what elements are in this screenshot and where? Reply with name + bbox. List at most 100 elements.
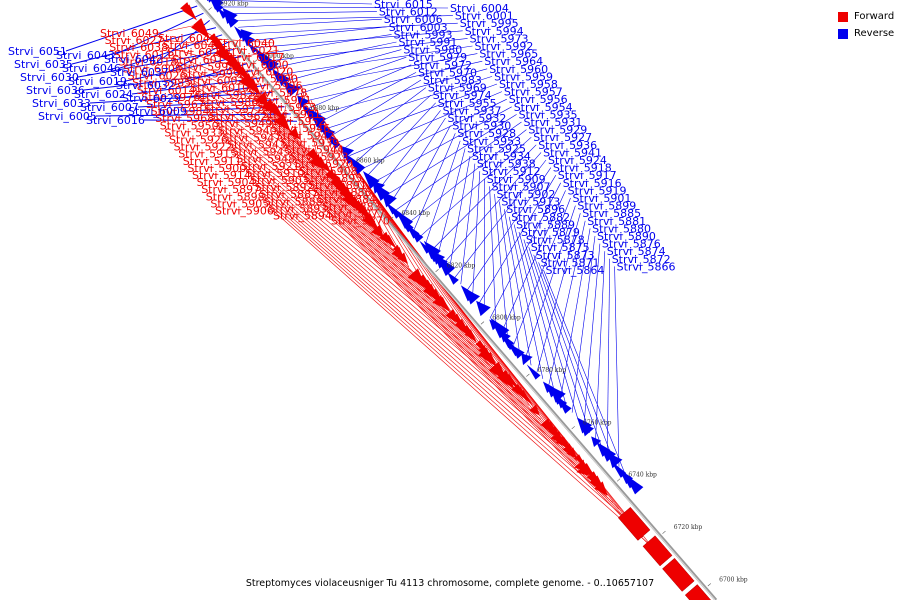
reverse-feature	[275, 71, 290, 87]
reverse-leader	[77, 48, 235, 78]
reverse-feature	[341, 151, 354, 164]
reverse-gene-label: Strvi_5956	[509, 93, 568, 106]
reverse-leader	[243, 22, 458, 35]
reverse-gene-label: Strvi_5993	[394, 28, 453, 41]
reverse-leader	[425, 140, 461, 244]
forward-gene-label: Strvi_6002	[186, 75, 245, 88]
forward-gene-label: Strvi_5943	[227, 139, 286, 152]
scale-tick-mark	[389, 216, 394, 220]
reverse-gene-label: Strvi_6005	[38, 110, 97, 123]
forward-gene-label: Strvi_5948	[236, 153, 295, 166]
reverse-leader	[384, 114, 517, 197]
reverse-gene-label: Strvi_5983	[423, 74, 482, 87]
forward-leader	[312, 186, 584, 468]
reverse-leader	[366, 102, 436, 177]
reverse-gene-label: Strvi_6016	[86, 114, 145, 127]
forward-gene-label: Strvi_5905	[210, 197, 269, 210]
reverse-leader	[504, 209, 532, 366]
forward-leader	[208, 110, 398, 254]
reverse-leader	[261, 34, 392, 55]
reverse-gene-label: Strvi_5931	[524, 116, 583, 129]
reverse-gene-label: Strvi_5934	[472, 150, 531, 163]
forward-gene-label: Strvi_6025	[167, 46, 226, 59]
reverse-feature	[211, 0, 224, 13]
reverse-leader	[442, 152, 542, 265]
reverse-leader	[337, 83, 498, 143]
reverse-gene-label: Strvi_6030	[20, 71, 79, 84]
forward-gene-label: Strvi_6049	[100, 27, 159, 40]
reverse-leader	[407, 129, 527, 224]
reverse-leader	[325, 76, 493, 129]
reverse-gene-label: Strvi_5879	[521, 226, 580, 239]
forward-leader	[228, 49, 279, 60]
reverse-gene-label: Strvi_5970	[418, 66, 477, 79]
forward-gene-label: Strvi_5990	[239, 73, 298, 86]
reverse-leader	[606, 258, 610, 454]
forward-gene-label: Strvi_5952	[267, 115, 326, 128]
reverse-gene-label: Strvi_6042	[104, 53, 163, 66]
reverse-gene-label: Strvi_5995	[460, 17, 519, 30]
forward-gene-label: Strvi_6008	[123, 63, 182, 76]
reverse-feature	[327, 135, 340, 149]
reverse-feature	[465, 289, 481, 305]
reverse-leader	[238, 18, 382, 28]
reverse-feature	[423, 240, 441, 260]
reverse-gene-label: Strvi_5969	[428, 82, 487, 95]
reverse-gene-label: Strvi_5882	[511, 211, 570, 224]
forward-gene-label: Strvi_6010	[190, 82, 249, 95]
forward-gene-label: Strvi_5887	[259, 188, 318, 201]
reverse-feature	[248, 43, 258, 54]
forward-leader	[305, 92, 338, 184]
forward-gene-label: Strvi_5940	[218, 124, 277, 137]
reverse-gene-label: Strvi_5875	[531, 241, 590, 254]
reverse-leader	[232, 15, 453, 21]
forward-gene-label: Strvi_6041	[163, 39, 222, 52]
forward-gene-label: Strvi_5998	[176, 60, 235, 73]
forward-gene-label: Strvi_5898	[206, 190, 265, 203]
legend: Forward Reverse	[838, 8, 894, 42]
reverse-leader	[472, 171, 481, 298]
forward-gene-label: Strvi_5910	[245, 167, 304, 180]
reverse-feature	[624, 474, 644, 495]
reverse-gene-label: Strvi_5964	[484, 55, 543, 68]
reverse-gene-label: Strvi_5872	[612, 253, 671, 266]
reverse-gene-label: Strvi_5890	[597, 230, 656, 243]
reverse-gene-label: Strvi_5925	[467, 142, 526, 155]
forward-gene-label: Strvi_5985	[132, 77, 191, 90]
forward-gene-label: Strvi_6000	[230, 58, 289, 71]
forward-gene-label: Strvi_5886	[313, 186, 372, 199]
reverse-leader	[296, 56, 407, 96]
scale-tick-label: 6860 kbp	[356, 158, 385, 165]
reverse-leader	[538, 262, 614, 461]
reverse-leader	[396, 121, 522, 211]
forward-leader	[289, 151, 494, 365]
forward-gene-label: Strvi_5897	[201, 183, 260, 196]
reverse-gene-label: Strvi_6037	[110, 66, 169, 79]
forward-feature	[273, 113, 291, 132]
forward-leader	[167, 46, 235, 67]
scale-tick-label: 6720 kbp	[674, 524, 703, 531]
reverse-leader	[595, 251, 606, 440]
reverse-gene-label: Strvi_5927	[533, 131, 592, 144]
reverse-leader	[249, 26, 387, 42]
reverse-feature	[222, 7, 238, 24]
reverse-leader	[71, 27, 217, 65]
reverse-leader	[513, 224, 555, 393]
reverse-leader	[489, 186, 497, 325]
reverse-gene-label: Strvi_6024	[74, 88, 133, 101]
reverse-gene-label: Strvi_5979	[408, 51, 467, 64]
forward-leader	[259, 188, 596, 482]
scale-tick-mark	[299, 111, 303, 115]
forward-gene-label: Strvi_5961	[262, 108, 321, 121]
reverse-leader	[308, 64, 412, 109]
forward-feature	[288, 127, 300, 140]
reverse-feature	[297, 95, 310, 109]
reverse-leader	[119, 34, 223, 69]
scale-tick-label: 6820 kbp	[447, 262, 476, 269]
forward-leader	[246, 56, 284, 81]
forward-gene-label: Strvi_5870	[331, 215, 390, 228]
reverse-leader	[137, 99, 279, 108]
forward-leader	[284, 144, 476, 344]
reverse-feature	[288, 83, 301, 97]
reverse-gene-label: Strvi_6007	[80, 101, 139, 114]
